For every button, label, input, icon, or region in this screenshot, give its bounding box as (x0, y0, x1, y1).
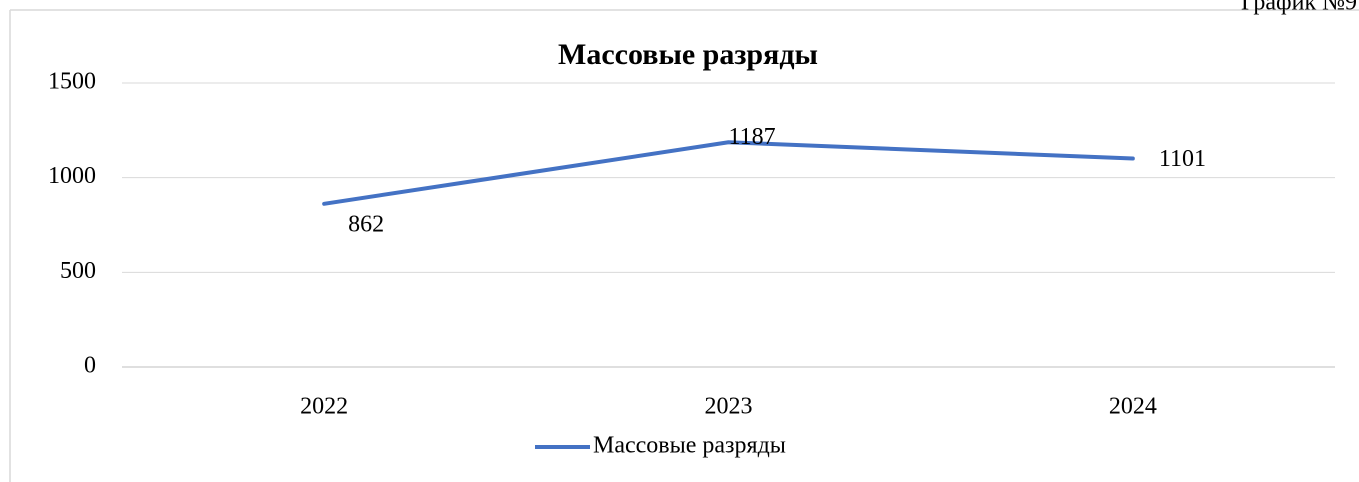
x-tick-label: 2022 (300, 394, 348, 420)
x-tick-label: 2023 (705, 394, 753, 420)
y-tick-label: 1000 (48, 163, 96, 189)
line-series (322, 140, 1135, 206)
legend-label: Массовые разряды (593, 433, 786, 459)
caption: График №9 (1241, 0, 1357, 16)
data-label: 862 (348, 211, 384, 237)
y-tick-label: 500 (60, 258, 96, 284)
y-tick-label: 1500 (48, 69, 96, 95)
chart-title: Массовые разряды (558, 38, 818, 71)
y-tick-label: 0 (84, 353, 96, 379)
data-label: 1101 (1159, 146, 1206, 172)
x-tick-label: 2024 (1109, 394, 1157, 420)
data-label: 1187 (729, 124, 776, 150)
